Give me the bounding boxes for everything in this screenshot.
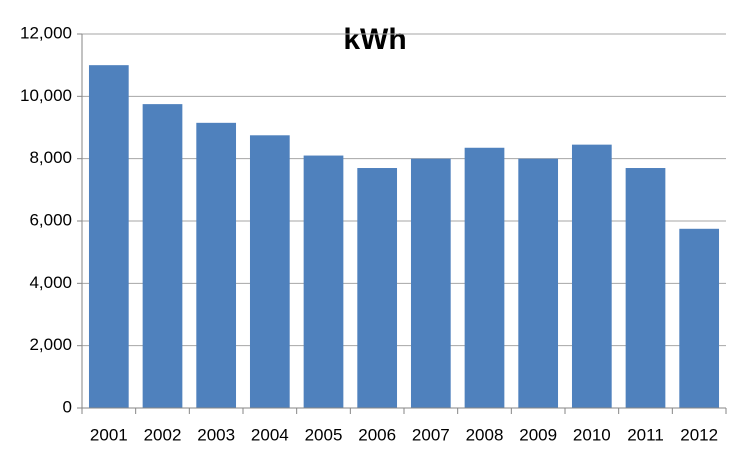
- bar: [571, 144, 612, 408]
- y-tick-label: 4,000: [29, 273, 72, 292]
- x-tick-label: 2009: [519, 425, 557, 444]
- x-tick-label: 2002: [144, 425, 182, 444]
- bar: [196, 122, 237, 408]
- x-tick-label: 2011: [627, 425, 664, 444]
- bar: [249, 135, 290, 408]
- chart-title: kWh: [343, 23, 406, 56]
- x-tick-label: 2007: [412, 425, 450, 444]
- y-tick-label: 10,000: [20, 86, 72, 105]
- y-tick-label: 2,000: [29, 335, 72, 354]
- x-tick-label: 2006: [358, 425, 396, 444]
- x-tick-label: 2008: [466, 425, 504, 444]
- x-tick-label: 2004: [251, 425, 289, 444]
- x-tick-label: 2005: [305, 425, 343, 444]
- bar: [679, 228, 720, 408]
- y-tick-label: 0: [63, 397, 72, 416]
- x-tick-label: 2003: [197, 425, 235, 444]
- bar: [357, 168, 398, 408]
- bar: [88, 65, 129, 409]
- x-tick-label: 2010: [573, 425, 611, 444]
- y-tick-label: 8,000: [29, 148, 72, 167]
- bar: [410, 158, 451, 408]
- bar: [518, 158, 559, 408]
- bar: [142, 104, 183, 408]
- x-tick-label: 2001: [90, 425, 128, 444]
- bar: [464, 147, 505, 408]
- bar: [625, 168, 666, 408]
- y-tick-label: 12,000: [20, 23, 72, 42]
- bar: [303, 155, 344, 408]
- x-tick-label: 2012: [680, 425, 718, 444]
- y-tick-label: 6,000: [29, 210, 72, 229]
